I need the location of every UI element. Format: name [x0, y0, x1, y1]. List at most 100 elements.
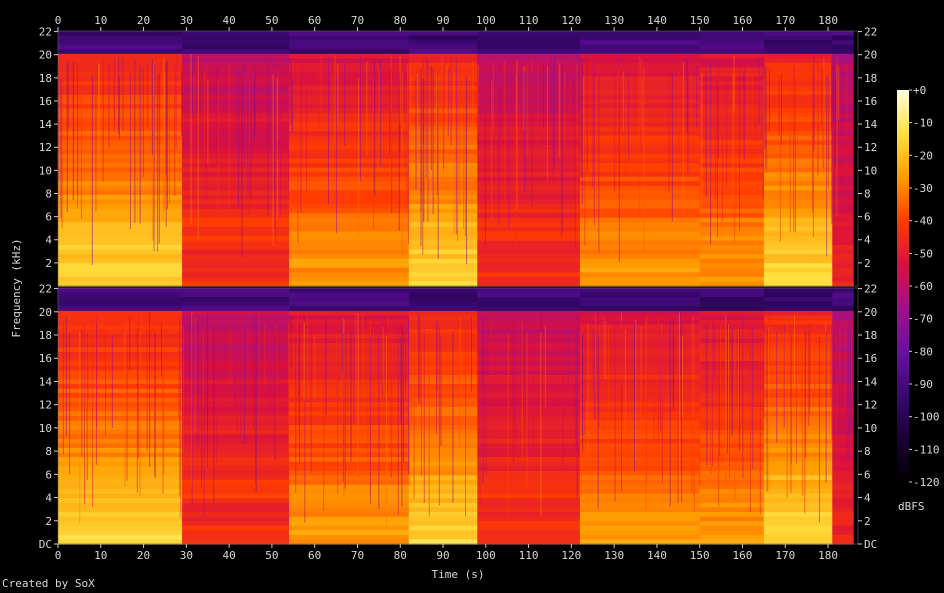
spectrogram-cell: [580, 40, 700, 45]
spectrogram-cell: [764, 81, 833, 86]
spectrogram-cell: [580, 177, 700, 182]
spectrogram-cell: [58, 489, 183, 494]
spectrogram-cell: [764, 494, 833, 499]
spectrogram-cell: [580, 293, 700, 298]
spectrogram-cell: [832, 448, 854, 453]
spectrogram-cell: [832, 40, 854, 45]
spectrogram-cell: [764, 172, 833, 177]
spectrogram-cell: [700, 77, 765, 82]
spectrogram-cell: [764, 416, 833, 421]
spectrogram-cell: [477, 475, 580, 480]
spectrogram-cell: [580, 204, 700, 209]
spectrogram-cell: [832, 63, 854, 68]
spectrogram-cell: [182, 297, 290, 302]
spectrogram-cell: [58, 181, 183, 186]
spectrogram-cell: [580, 526, 700, 531]
spectrogram-cell: [700, 517, 765, 522]
spectrogram-cell: [764, 58, 833, 63]
spectrogram-cell: [764, 90, 833, 95]
spectrogram-cell: [700, 272, 765, 277]
spectrogram-cell: [58, 535, 183, 540]
spectrogram-cell: [700, 512, 765, 517]
spectrogram-cell: [700, 311, 765, 316]
spectrogram-cell: [409, 231, 478, 236]
spectrogram-cell: [580, 86, 700, 91]
spectrogram-cell: [700, 122, 765, 127]
y-tick-label-right: 6: [864, 211, 871, 224]
spectrogram-cell: [409, 425, 478, 430]
spectrogram-cell: [409, 277, 478, 282]
spectrogram-cell: [832, 177, 854, 182]
spectrogram-cell: [477, 231, 580, 236]
spectrogram-cell: [580, 36, 700, 41]
spectrogram-cell: [289, 259, 409, 264]
spectrogram-cell: [477, 329, 580, 334]
spectrogram-cell: [700, 227, 765, 232]
spectrogram-cell: [832, 67, 854, 72]
spectrogram-cell: [289, 485, 409, 490]
spectrogram-cell: [764, 293, 833, 298]
spectrogram-cell: [182, 453, 290, 458]
spectrogram-cell: [580, 168, 700, 173]
x-tick-label-top: 40: [222, 14, 235, 27]
spectrogram-cell: [409, 213, 478, 218]
spectrogram-cell: [832, 181, 854, 186]
spectrogram-cell: [764, 181, 833, 186]
spectrogram-cell: [764, 36, 833, 41]
spectrogram-cell: [409, 306, 478, 311]
spectrogram-cell: [58, 54, 183, 59]
spectrogram-cell: [832, 227, 854, 232]
y-tick-label-left: 6: [45, 211, 52, 224]
spectrogram-cell: [477, 517, 580, 522]
spectrogram-cell: [700, 140, 765, 145]
spectrogram-cell: [764, 40, 833, 45]
spectrogram-cell: [764, 99, 833, 104]
spectrogram-cell: [289, 227, 409, 232]
spectrogram-cell: [580, 325, 700, 330]
spectrogram-cell: [409, 195, 478, 200]
spectrogram-cell: [580, 254, 700, 259]
spectrogram-cell: [580, 512, 700, 517]
spectrogram-cell: [764, 72, 833, 77]
spectrogram-cell: [58, 122, 183, 127]
spectrogram-cell: [58, 209, 183, 214]
spectrogram-cell: [477, 416, 580, 421]
spectrogram-cell: [832, 288, 854, 293]
spectrogram-cell: [58, 517, 183, 522]
spectrogram-cell: [289, 231, 409, 236]
spectrogram-cell: [409, 517, 478, 522]
spectrogram-cell: [700, 462, 765, 467]
spectrogram-cell: [477, 366, 580, 371]
spectrogram-cell: [700, 113, 765, 118]
spectrogram-cell: [477, 393, 580, 398]
spectrogram-cell: [700, 63, 765, 68]
spectrogram-cell: [832, 54, 854, 59]
spectrogram-cell: [700, 99, 765, 104]
spectrogram-cell: [477, 343, 580, 348]
spectrogram-cell: [182, 45, 290, 50]
spectrogram-cell: [477, 154, 580, 159]
spectrogram-cell: [580, 263, 700, 268]
spectrogram-cell: [58, 131, 183, 136]
spectrogram-cell: [700, 293, 765, 298]
spectrogram-cell: [764, 54, 833, 59]
x-tick-label-top: 170: [775, 14, 795, 27]
spectrogram-cell: [832, 457, 854, 462]
spectrogram-cell: [764, 466, 833, 471]
spectrogram-cell: [580, 113, 700, 118]
spectrogram-cell: [580, 149, 700, 154]
spectrogram-cell: [409, 416, 478, 421]
spectrogram-cell: [580, 118, 700, 123]
spectrogram-cell: [58, 86, 183, 91]
spectrogram-cell: [58, 40, 183, 45]
spectrogram-cell: [832, 302, 854, 307]
y-tick-label-right: 10: [864, 164, 877, 177]
spectrogram-cell: [477, 245, 580, 250]
spectrogram-cell: [58, 81, 183, 86]
spectrogram-cell: [477, 448, 580, 453]
spectrogram-cell: [832, 503, 854, 508]
spectrogram-cell: [832, 204, 854, 209]
spectrogram-cell: [289, 277, 409, 282]
spectrogram-cell: [477, 272, 580, 277]
spectrogram-cell: [58, 231, 183, 236]
